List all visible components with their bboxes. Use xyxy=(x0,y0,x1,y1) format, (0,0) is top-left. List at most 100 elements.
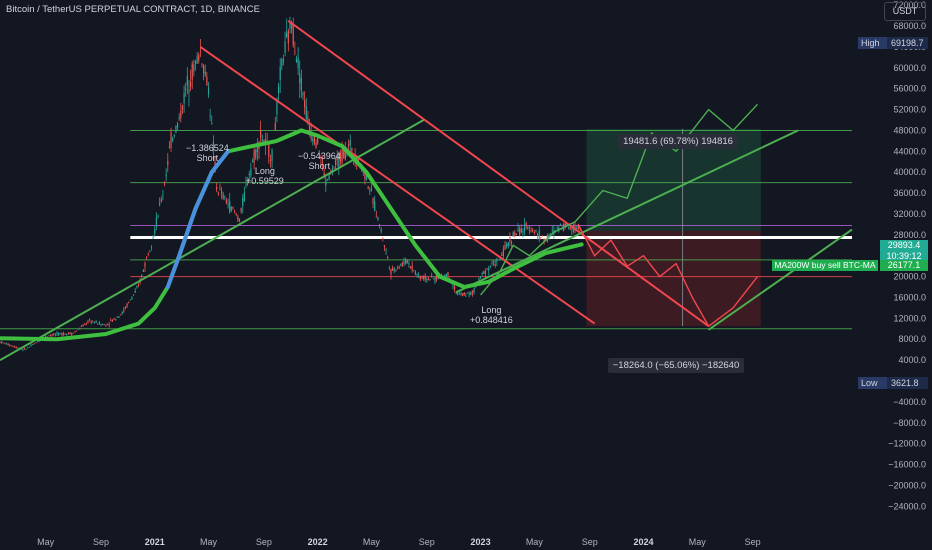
candle-body xyxy=(284,41,286,53)
candle-body xyxy=(286,32,288,38)
candle-body xyxy=(291,24,293,29)
candle-body xyxy=(532,229,534,232)
candle-body xyxy=(523,224,526,232)
candle-body xyxy=(403,261,405,264)
candle-body xyxy=(144,262,146,267)
candle-body xyxy=(260,129,262,138)
y-tick-label: 4000.0 xyxy=(898,355,926,365)
candle-body xyxy=(183,92,185,104)
candle-body xyxy=(87,321,89,324)
candle-body xyxy=(59,333,61,335)
candle-body xyxy=(577,224,579,229)
low-value: 3621.8 xyxy=(891,378,919,388)
candle-body xyxy=(4,343,6,344)
candle-body xyxy=(22,349,24,351)
candle-body xyxy=(222,194,224,199)
candle-body xyxy=(338,155,340,168)
candle-body xyxy=(118,316,120,318)
candle-body xyxy=(199,50,201,52)
candle-body xyxy=(45,336,47,338)
candle-body xyxy=(212,141,215,152)
candle-body xyxy=(180,110,182,118)
currency-button[interactable]: USDT xyxy=(884,2,926,21)
candle-body xyxy=(385,249,387,251)
candle-body xyxy=(325,179,327,186)
candle-body xyxy=(519,228,521,236)
candle-body xyxy=(447,271,449,277)
candle-body xyxy=(486,268,488,269)
candle-body xyxy=(193,64,195,72)
candle-body xyxy=(312,138,314,142)
candle-body xyxy=(206,76,208,86)
candle-body xyxy=(88,319,91,321)
candle-body xyxy=(110,320,112,322)
candle-body xyxy=(232,207,234,209)
ma-legend-label: MA200W buy sell BTC-MA xyxy=(772,260,878,271)
trade-annotation: Long +0.848416 xyxy=(470,305,513,325)
candle-body xyxy=(344,148,346,160)
candle-body xyxy=(370,188,373,192)
candle-body xyxy=(556,227,558,230)
candle-body xyxy=(396,268,399,270)
candle-body xyxy=(538,230,540,239)
candle-body xyxy=(255,149,257,158)
current-price: 29893.4 xyxy=(887,240,921,250)
trade-side: Short xyxy=(308,161,331,171)
bar-countdown: 10:39:12 xyxy=(886,251,922,261)
candle-body xyxy=(163,183,166,185)
candle-body xyxy=(238,218,241,222)
y-tick-label: 72000.0 xyxy=(893,0,926,10)
candle-body xyxy=(299,73,301,84)
candle-body xyxy=(414,271,417,275)
candle-body xyxy=(77,328,79,330)
candle-body xyxy=(79,328,81,330)
candle-body xyxy=(186,75,188,86)
y-tick-label: −16000.0 xyxy=(888,460,926,470)
y-tick-label: −20000.0 xyxy=(888,480,926,490)
candle-body xyxy=(507,242,509,247)
candle-body xyxy=(75,330,78,332)
ma200w-line xyxy=(0,128,584,342)
candle-body xyxy=(58,333,60,336)
candle-body xyxy=(198,54,200,61)
candle-body xyxy=(108,324,110,326)
candle-body xyxy=(372,197,374,204)
candle-body xyxy=(233,211,236,213)
candle-body xyxy=(406,260,408,264)
candle-body xyxy=(445,273,447,277)
candle-body xyxy=(520,228,522,233)
candle-body xyxy=(392,268,394,271)
candle-body xyxy=(536,234,539,236)
candle-body xyxy=(216,187,218,190)
candle-body xyxy=(31,344,34,346)
candle-body xyxy=(393,268,395,271)
trade-value: +0.848416 xyxy=(470,315,513,325)
candle-body xyxy=(432,278,434,280)
y-tick-label: 32000.0 xyxy=(893,209,926,219)
candle-body xyxy=(501,254,503,256)
candle-body xyxy=(479,276,482,278)
candle-body xyxy=(292,25,294,46)
candle-body xyxy=(444,275,446,276)
candle-body xyxy=(390,268,392,275)
candle-body xyxy=(67,332,70,334)
candle-body xyxy=(128,301,130,303)
x-tick-label: Sep xyxy=(419,537,435,547)
candle-body xyxy=(533,232,535,233)
candle-body xyxy=(160,199,162,202)
candle-body xyxy=(473,288,475,293)
x-tick-label: May xyxy=(363,537,381,547)
candle-body xyxy=(484,271,487,274)
candle-body xyxy=(167,160,169,166)
candle-body xyxy=(494,264,496,266)
candle-body xyxy=(294,51,296,53)
candle-body xyxy=(141,274,143,277)
candle-body xyxy=(191,63,193,80)
candle-body xyxy=(251,160,254,162)
candle-body xyxy=(150,246,153,248)
candle-body xyxy=(274,122,276,131)
candle-body xyxy=(49,335,52,336)
candle-body xyxy=(54,334,56,336)
candle-body xyxy=(317,134,319,144)
